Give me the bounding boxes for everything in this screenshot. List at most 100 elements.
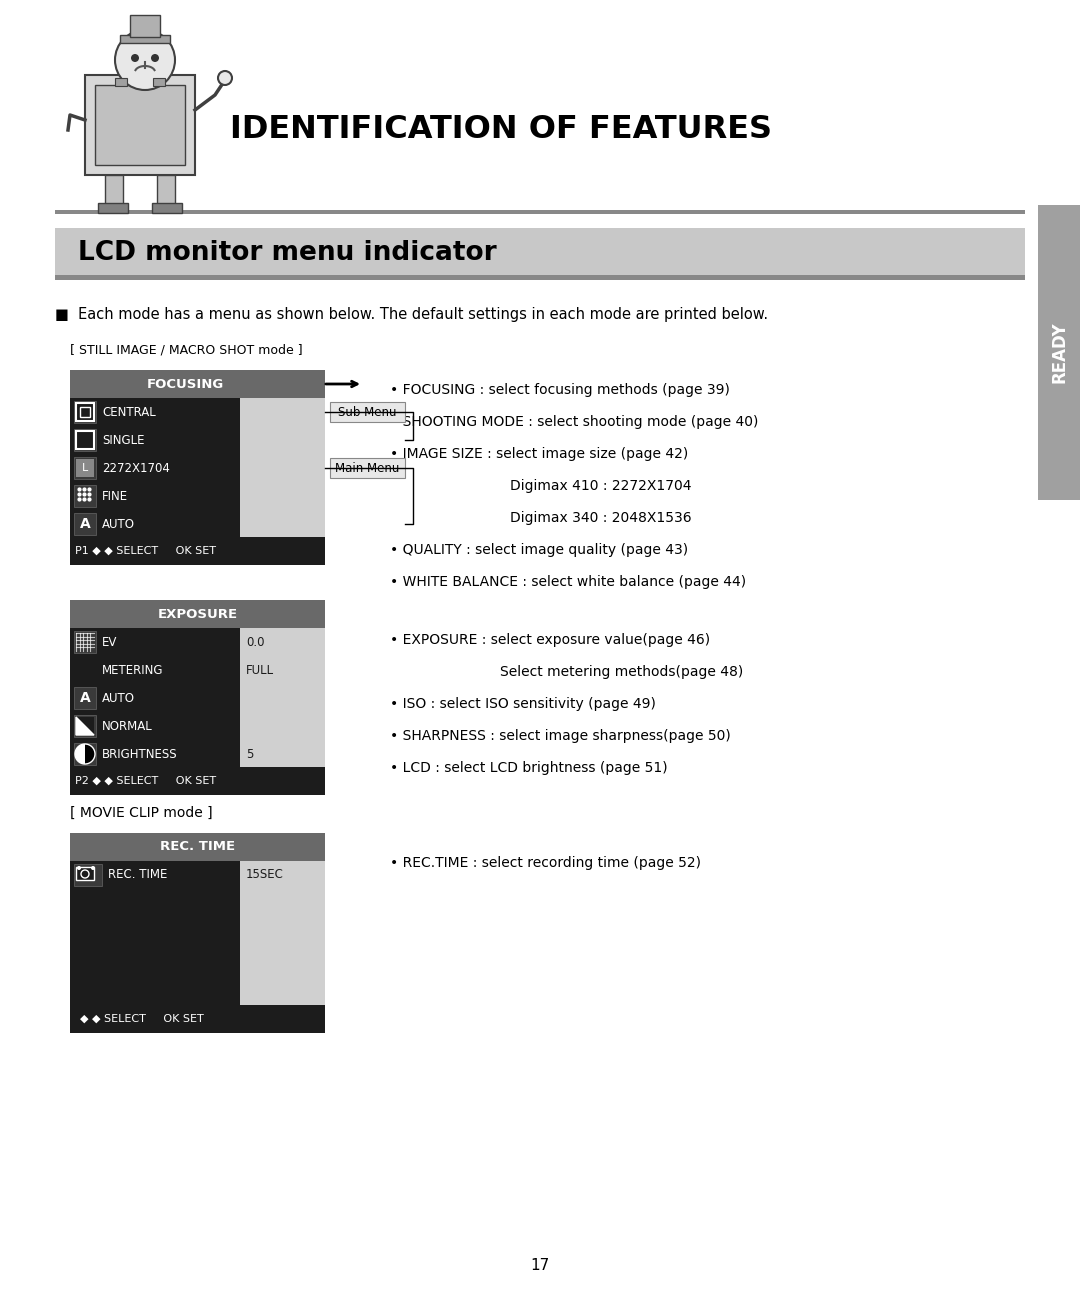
Bar	[70, 600, 325, 628]
Text: EV: EV	[102, 636, 118, 649]
Bar	[80, 407, 90, 417]
Text: NORMAL: NORMAL	[102, 720, 152, 733]
Text: IDENTIFICATION OF FEATURES: IDENTIFICATION OF FEATURES	[230, 114, 772, 145]
Text: REC. TIME: REC. TIME	[160, 840, 235, 853]
Polygon shape	[76, 717, 94, 736]
Text: FOCUSING: FOCUSING	[147, 378, 225, 391]
Text: P1 ◆ ◆ SELECT     OK SET: P1 ◆ ◆ SELECT OK SET	[75, 546, 216, 556]
Bar	[75, 401, 96, 423]
Text: • REC.TIME : select recording time (page 52): • REC.TIME : select recording time (page…	[390, 856, 701, 870]
Wedge shape	[85, 745, 95, 764]
Bar	[70, 1005, 325, 1033]
Text: Digimax 340 : 2048X1536: Digimax 340 : 2048X1536	[510, 512, 691, 524]
Bar	[70, 370, 325, 565]
Circle shape	[114, 30, 175, 89]
Text: LCD monitor menu indicator: LCD monitor menu indicator	[78, 240, 497, 265]
Bar	[98, 203, 129, 212]
Bar	[70, 767, 325, 795]
Bar	[75, 486, 96, 508]
Bar	[157, 175, 175, 205]
Bar	[240, 628, 325, 767]
Text: EXPOSURE: EXPOSURE	[158, 607, 238, 620]
Text: A: A	[80, 517, 91, 531]
Text: SINGLE: SINGLE	[102, 434, 145, 447]
Bar	[95, 85, 185, 164]
Text: Main Menu: Main Menu	[335, 461, 400, 474]
Text: • ISO : select ISO sensitivity (page 49): • ISO : select ISO sensitivity (page 49)	[390, 697, 656, 711]
Bar	[70, 833, 325, 1033]
Text: • QUALITY : select image quality (page 43): • QUALITY : select image quality (page 4…	[390, 543, 688, 557]
Bar	[330, 458, 405, 478]
Text: • LCD : select LCD brightness (page 51): • LCD : select LCD brightness (page 51)	[390, 761, 667, 774]
Bar	[76, 717, 94, 736]
Text: READY: READY	[1050, 321, 1068, 383]
Text: Select metering methods(page 48): Select metering methods(page 48)	[500, 666, 743, 679]
Circle shape	[131, 54, 139, 62]
Circle shape	[151, 54, 159, 62]
Bar	[76, 403, 94, 421]
Bar	[75, 429, 96, 451]
Bar	[75, 631, 96, 653]
Text: CENTRAL: CENTRAL	[102, 405, 156, 418]
Text: BRIGHTNESS: BRIGHTNESS	[102, 747, 177, 760]
Text: [ MOVIE CLIP mode ]: [ MOVIE CLIP mode ]	[70, 805, 213, 820]
Bar	[105, 175, 123, 205]
Text: • FOCUSING : select focusing methods (page 39): • FOCUSING : select focusing methods (pa…	[390, 383, 730, 398]
Text: 15SEC: 15SEC	[246, 869, 284, 882]
Bar	[114, 78, 127, 85]
Bar	[75, 457, 96, 479]
Bar	[55, 228, 1025, 278]
Bar	[55, 275, 1025, 280]
Bar	[70, 370, 325, 398]
Wedge shape	[75, 745, 85, 764]
Bar	[76, 458, 94, 477]
Text: METERING: METERING	[102, 663, 163, 676]
Text: • IMAGE SIZE : select image size (page 42): • IMAGE SIZE : select image size (page 4…	[390, 447, 688, 461]
Bar	[75, 743, 96, 765]
Bar	[70, 833, 325, 861]
Bar	[76, 431, 94, 449]
Bar	[75, 688, 96, 708]
Text: • EXPOSURE : select exposure value(page 46): • EXPOSURE : select exposure value(page …	[390, 633, 711, 648]
Bar	[330, 401, 405, 422]
Text: ■  Each mode has a menu as shown below. The default settings in each mode are pr: ■ Each mode has a menu as shown below. T…	[55, 307, 768, 322]
Bar	[75, 513, 96, 535]
Bar	[240, 398, 325, 537]
Text: • SHARPNESS : select image sharpness(page 50): • SHARPNESS : select image sharpness(pag…	[390, 729, 731, 743]
Text: L: L	[82, 464, 89, 473]
Bar	[120, 35, 170, 43]
Bar	[70, 537, 325, 565]
Bar	[152, 203, 183, 212]
Bar	[55, 210, 1025, 214]
Text: 2272X1704: 2272X1704	[102, 461, 170, 474]
Bar	[75, 715, 96, 737]
Circle shape	[218, 71, 232, 85]
Bar	[76, 866, 94, 881]
Bar	[130, 16, 160, 38]
Text: • WHITE BALANCE : select white balance (page 44): • WHITE BALANCE : select white balance (…	[390, 575, 746, 589]
Text: • SHOOTING MODE : select shooting mode (page 40): • SHOOTING MODE : select shooting mode (…	[390, 414, 758, 429]
Bar	[85, 75, 195, 175]
Bar	[75, 864, 102, 886]
Text: 5: 5	[246, 747, 254, 760]
Bar	[153, 78, 165, 85]
Circle shape	[77, 866, 81, 870]
Circle shape	[91, 866, 95, 870]
Text: FULL: FULL	[246, 663, 274, 676]
Text: 17: 17	[530, 1257, 550, 1273]
Text: AUTO: AUTO	[102, 692, 135, 704]
Text: A: A	[80, 692, 91, 704]
Text: REC. TIME: REC. TIME	[108, 869, 167, 882]
Bar	[240, 861, 325, 1005]
Text: FINE: FINE	[102, 490, 129, 502]
Bar	[1038, 205, 1080, 500]
Bar	[70, 600, 325, 795]
Text: AUTO: AUTO	[102, 518, 135, 531]
Circle shape	[81, 870, 89, 878]
Text: P2 ◆ ◆ SELECT     OK SET: P2 ◆ ◆ SELECT OK SET	[75, 776, 216, 786]
Text: [ STILL IMAGE / MACRO SHOT mode ]: [ STILL IMAGE / MACRO SHOT mode ]	[70, 343, 302, 356]
Text: ◆ ◆ SELECT     OK SET: ◆ ◆ SELECT OK SET	[80, 1014, 204, 1024]
Text: Sub Menu: Sub Menu	[338, 405, 396, 418]
Text: Digimax 410 : 2272X1704: Digimax 410 : 2272X1704	[510, 479, 691, 493]
Text: 0.0: 0.0	[246, 636, 265, 649]
